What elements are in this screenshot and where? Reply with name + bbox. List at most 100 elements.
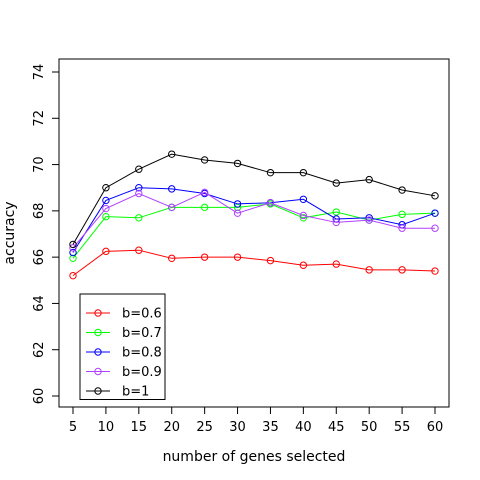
data-point [102,204,110,213]
legend-item: b=1 [86,385,149,400]
y-tick-label: 70 [32,156,47,173]
legend-item: b=0.7 [86,326,162,341]
y-tick-label: 66 [32,249,47,266]
y-tick-label: 68 [32,203,47,220]
legend-marker [94,309,102,317]
data-point [266,199,275,207]
series-line [72,249,436,277]
data-point [168,185,176,193]
series-b-0-9 [69,188,439,252]
data-point [332,179,340,187]
data-point [398,186,406,194]
data-point [102,184,110,192]
data-point [135,165,143,173]
legend-marker [94,348,102,356]
data-point [69,244,77,252]
legend-marker [94,367,102,376]
data-point [102,212,110,221]
y-tick-label: 60 [32,388,47,405]
series-line [72,191,435,249]
data-point [69,240,77,249]
data-point [431,267,439,275]
legend-label: b=0.9 [122,365,162,380]
data-point [299,261,308,269]
data-point [332,218,340,227]
legend-marker [94,387,102,395]
legend-item: b=0.8 [86,346,162,361]
x-tick-label: 40 [295,420,312,435]
data-point [398,224,406,232]
data-point [168,150,176,158]
data-point [200,188,209,197]
x-tick-label: 20 [163,420,180,435]
data-point [398,210,406,219]
y-tick-label: 62 [32,341,47,358]
data-point [200,156,209,164]
series-line [72,153,436,245]
series-line [72,187,436,253]
data-point [233,200,242,208]
y-tick-label: 64 [32,295,47,312]
legend-label: b=1 [122,385,149,400]
x-axis-title: number of genes selected [163,449,346,465]
plot-frame [58,58,450,408]
x-axis: 5 10 15 20 25 30 35 40 45 50 55 60 [69,407,443,435]
data-point [135,246,143,254]
x-tick-label: 10 [98,420,115,435]
x-tick-label: 5 [69,420,77,435]
x-tick-label: 50 [361,420,378,435]
legend-label: b=0.7 [122,326,162,341]
data-point [69,271,77,280]
data-point [431,209,439,217]
series-b-1 [69,150,439,249]
data-point [299,214,308,222]
data-point [135,214,143,222]
y-axis-title: accuracy [2,201,18,264]
data-point [299,195,308,203]
data-point [266,168,275,177]
data-point [233,253,242,261]
data-point [233,209,242,217]
data-point [365,266,373,274]
data-point [365,175,373,184]
legend-item: b=0.9 [86,365,162,380]
x-tick-label: 35 [262,420,279,435]
x-tick-label: 15 [131,420,148,435]
data-point [365,216,373,224]
x-tick-label: 25 [196,420,213,435]
x-tick-label: 30 [229,420,246,435]
data-point [266,256,275,265]
legend-label: b=0.6 [122,307,162,322]
data-point [365,214,373,222]
data-point [299,168,308,177]
data-point [200,203,209,212]
data-point [69,248,77,257]
x-tick-label: 60 [427,420,444,435]
data-point [431,192,439,200]
legend-box [79,293,166,400]
x-tick-label: 55 [394,420,411,435]
y-tick-label: 74 [32,64,47,81]
data-point [233,159,242,168]
series-layer [69,150,439,280]
x-tick-label: 45 [328,420,345,435]
y-axis: 60 62 64 66 68 70 72 74 [32,64,59,405]
data-point [332,260,340,268]
legend-marker [94,328,102,337]
data-point [102,247,110,256]
data-point [200,253,209,261]
y-tick-label: 72 [32,110,47,127]
data-point [135,189,143,198]
legend-label: b=0.8 [122,346,162,361]
series-b-0-6 [69,246,439,280]
data-point [168,254,176,262]
data-point [102,196,110,205]
data-point [398,266,406,274]
data-point [168,203,176,212]
data-point [431,224,439,232]
legend-item: b=0.6 [86,307,162,322]
data-point [135,184,143,192]
data-point [332,208,340,216]
